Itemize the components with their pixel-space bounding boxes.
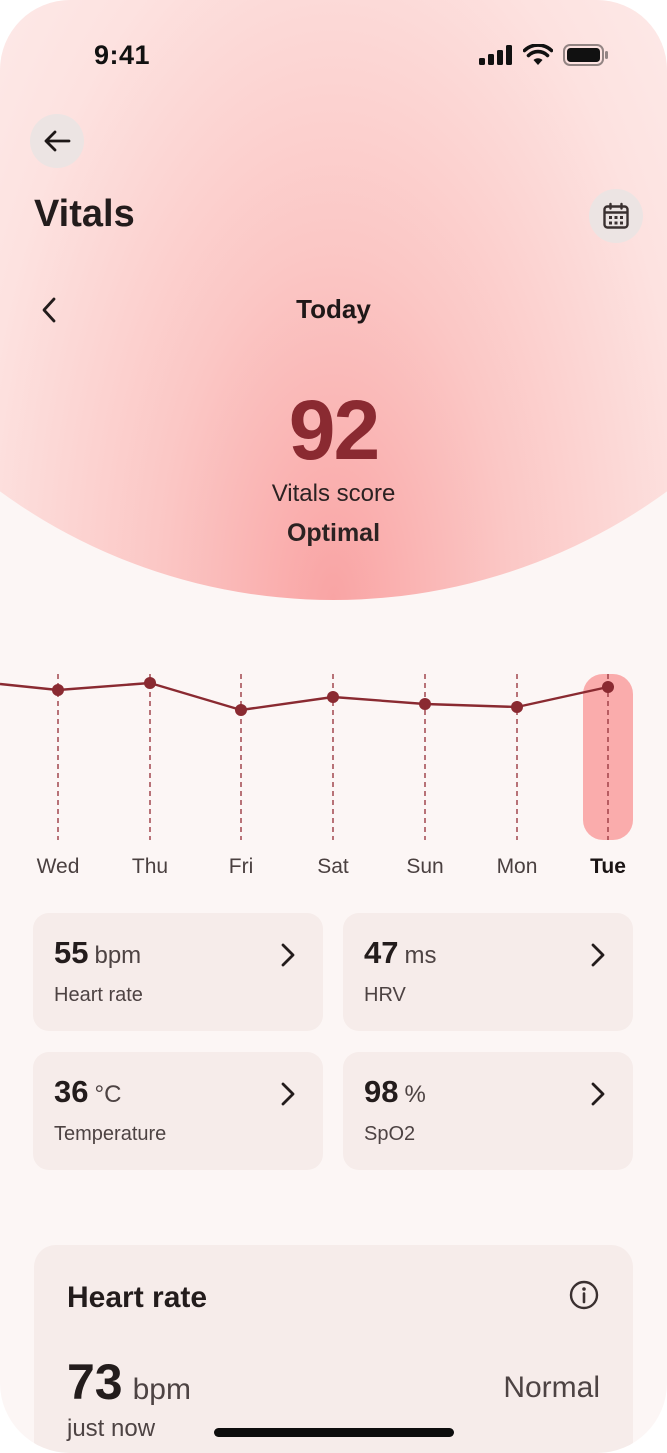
metric-unit: °C xyxy=(94,1081,122,1108)
metric-number: 36 xyxy=(54,1074,89,1109)
temperature-card[interactable]: 36 °C Temperature xyxy=(33,1052,323,1170)
trend-point-mon xyxy=(511,701,523,713)
metric-value: 55 bpm xyxy=(54,935,141,971)
metric-unit: bpm xyxy=(94,942,142,969)
metric-value: 47 ms xyxy=(364,935,436,971)
status-time: 9:41 xyxy=(94,40,151,70)
metric-label: SpO2 xyxy=(364,1123,416,1145)
trend-point-wed xyxy=(52,684,64,696)
heart-rate-current-value: 73 bpm xyxy=(67,1353,191,1411)
status-bar: 9:41 xyxy=(0,0,667,110)
chevron-left-icon xyxy=(42,297,56,323)
previous-day-button[interactable] xyxy=(34,292,64,328)
score-background-glow xyxy=(0,0,667,600)
status-icons xyxy=(479,44,609,66)
trend-line xyxy=(0,681,609,712)
heart-rate-timestamp: just now xyxy=(67,1415,156,1442)
metric-number: 47 xyxy=(364,935,399,970)
battery-icon xyxy=(563,44,608,66)
date-label: Today xyxy=(296,294,371,324)
heart-rate-detail-card[interactable]: Heart rate 73 bpm Normal just now xyxy=(34,1245,633,1453)
trend-point-sat xyxy=(327,691,339,703)
metric-label: Heart rate xyxy=(54,984,143,1006)
heart-rate-unit: bpm xyxy=(132,1373,191,1406)
chevron-right-icon xyxy=(591,1082,605,1106)
cellular-signal-icon xyxy=(479,45,512,65)
heart-rate-number: 73 xyxy=(67,1354,123,1410)
vitals-trend-chart[interactable] xyxy=(0,660,667,850)
metric-unit: ms xyxy=(404,942,437,969)
vitals-score-value: 92 xyxy=(288,383,380,477)
day-label-sat[interactable]: Sat xyxy=(317,855,349,878)
home-indicator[interactable] xyxy=(214,1428,454,1437)
metric-value: 98% xyxy=(364,1074,426,1110)
chevron-right-icon xyxy=(591,943,605,967)
hrv-card[interactable]: 47 ms HRV xyxy=(343,913,633,1031)
chevron-right-icon xyxy=(281,943,295,967)
metric-label: Temperature xyxy=(54,1123,167,1145)
metric-number: 55 xyxy=(54,935,89,970)
chevron-right-icon xyxy=(281,1082,295,1106)
day-label-fri[interactable]: Fri xyxy=(228,855,254,878)
trend-point-sun xyxy=(419,698,431,710)
heart-rate-card[interactable]: 55 bpm Heart rate xyxy=(33,913,323,1031)
metric-value: 36 °C xyxy=(54,1074,121,1110)
day-label-thu[interactable]: Thu xyxy=(131,855,169,878)
vitals-score-label: Vitals score xyxy=(271,480,396,507)
wifi-icon xyxy=(523,44,553,65)
calendar-icon xyxy=(603,202,629,229)
heart-rate-card-title: Heart rate xyxy=(67,1281,208,1314)
calendar-button[interactable] xyxy=(589,189,643,243)
arrow-left-icon xyxy=(44,130,71,152)
info-icon[interactable] xyxy=(568,1279,600,1311)
trend-point-thu xyxy=(144,677,156,689)
day-label-mon[interactable]: Mon xyxy=(496,855,538,878)
trend-point-tue xyxy=(602,681,614,693)
metric-unit: % xyxy=(404,1081,426,1108)
day-label-tue[interactable]: Tue xyxy=(590,855,626,878)
metric-label: HRV xyxy=(364,984,406,1006)
spo2-card[interactable]: 98% SpO2 xyxy=(343,1052,633,1170)
trend-points xyxy=(52,677,614,716)
back-button[interactable] xyxy=(30,114,84,168)
page-title: Vitals xyxy=(34,193,135,235)
vitals-score-status: Optimal xyxy=(286,519,381,547)
metric-number: 98 xyxy=(364,1074,399,1109)
day-label-sun[interactable]: Sun xyxy=(406,855,444,878)
heart-rate-status: Normal xyxy=(503,1371,600,1404)
trend-point-fri xyxy=(235,704,247,716)
day-label-wed[interactable]: Wed xyxy=(36,855,80,878)
